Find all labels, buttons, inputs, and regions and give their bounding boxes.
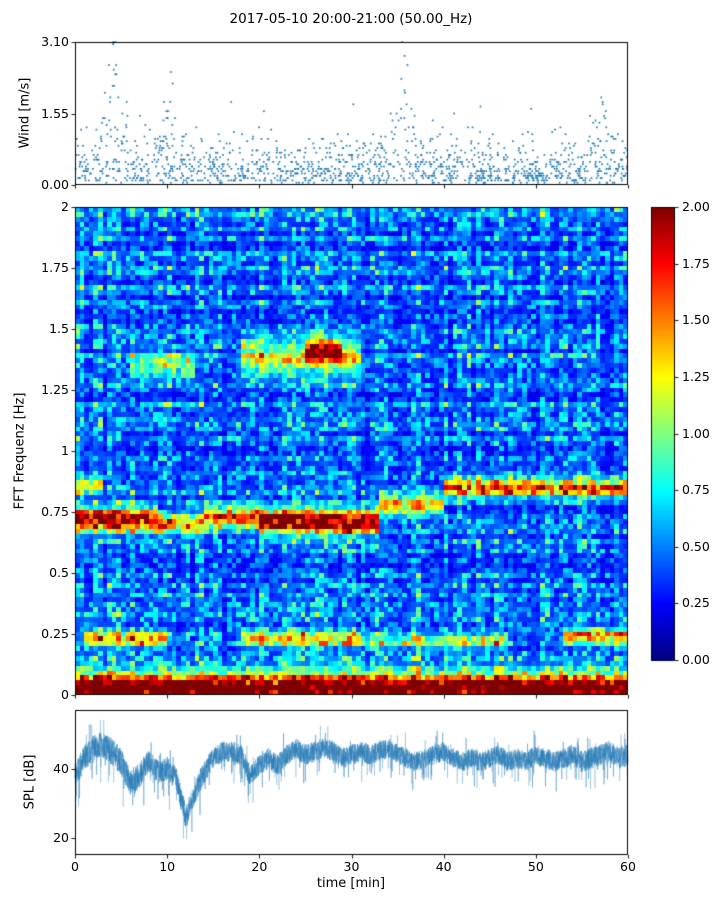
time-xlabel: time [min] (316, 876, 386, 891)
spl-ylabel: SPL [dB] (22, 754, 38, 810)
figure-title: 2017-05-10 20:00-21:00 (50.00_Hz) (229, 11, 473, 27)
wind-panel (75, 42, 628, 185)
fft-ylabel: FFT Frequenz [Hz] (12, 392, 28, 510)
colorbar (651, 207, 675, 660)
spectrogram-panel (75, 207, 628, 695)
wind-ylabel: Wind [m/s] (17, 77, 33, 149)
spl-panel (75, 710, 628, 855)
